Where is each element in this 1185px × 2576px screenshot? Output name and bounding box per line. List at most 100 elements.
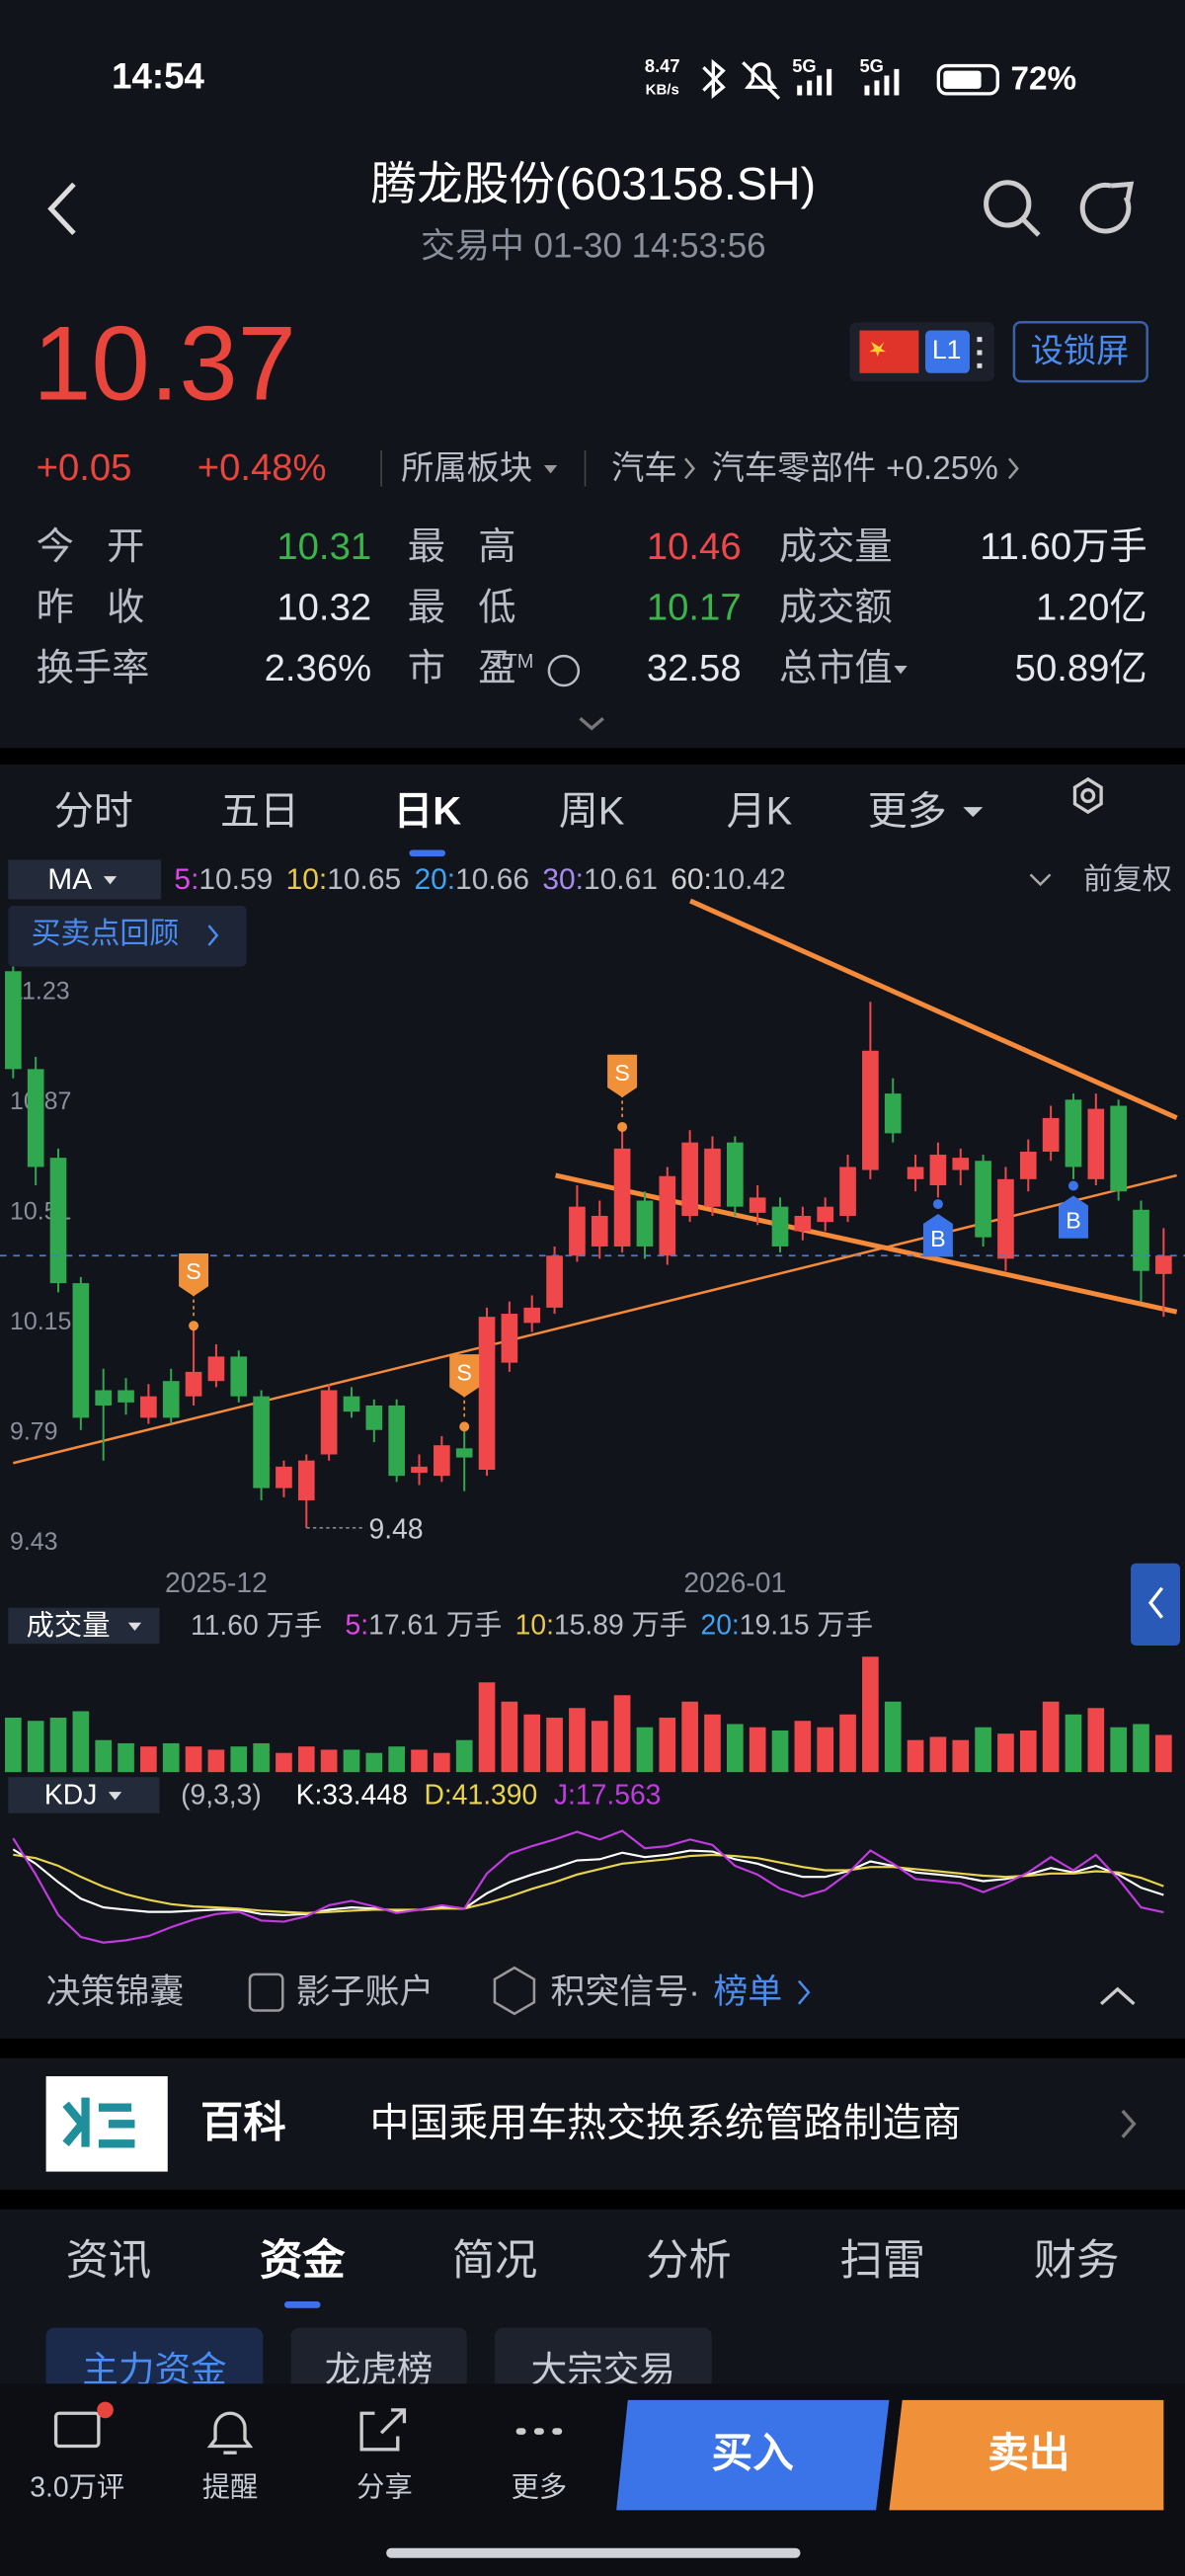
stat-value: 10.46 [647,525,742,568]
low-label: 9.48 [369,1513,424,1545]
dropdown-arrow [963,807,984,818]
action-label[interactable]: 提醒 [202,2470,259,2502]
dropdown-arrow [894,666,908,675]
sector-link[interactable]: 所属板块 [401,450,532,487]
battery-level [943,70,982,89]
stat-value: 10.32 [276,587,371,629]
tool-item[interactable]: 影子账户 [296,1972,434,2011]
candle-body [253,1396,270,1489]
sub-industry[interactable]: 汽车零部件 [712,450,876,487]
lock-button[interactable] [1012,320,1148,383]
back-button[interactable] [47,182,76,236]
tab-indicator [283,2301,321,2308]
marker-dot [932,1199,943,1210]
bottom-tab[interactable]: 资讯 [66,2237,152,2285]
sub-tab[interactable] [290,2327,467,2394]
volume-bar [501,1701,518,1773]
adjust-mode[interactable]: 前复权 [1083,863,1172,896]
mute-icon [742,61,781,101]
sell-button[interactable] [889,2399,1164,2511]
volume-bar [613,1695,631,1773]
sell-marker-label: S [456,1359,472,1385]
bottom-tab[interactable]: 分析 [646,2237,732,2285]
legend-item: 30:10.61 [542,863,658,896]
industry[interactable]: 汽车 [611,450,677,487]
expand-button[interactable] [579,717,604,731]
kdj-line [12,1848,1164,1917]
tool-item[interactable]: 决策锦囊 [46,1972,185,2011]
candle-body [794,1215,812,1232]
volume-bar [388,1746,405,1773]
stat-label: 最低 [408,587,549,629]
period-tab[interactable]: 周K [559,789,625,833]
candle-body [27,1069,44,1167]
volume-bar [704,1714,721,1773]
legend-name: 30: [542,863,584,896]
tab-indicator [409,849,446,857]
volume-bar [591,1721,608,1773]
review-label: 买卖点回顾 [32,918,180,950]
volume-bar [207,1749,225,1773]
stat-label: 换手率 [37,647,150,689]
trade-status: 交易中 01-30 14:53:56 [421,227,766,266]
candle-body [613,1148,631,1247]
candle-body [1087,1108,1105,1179]
collapse-button[interactable] [1099,1986,1136,2006]
period-tab[interactable]: 月K [727,789,793,833]
kdj-value: K:33.448 [296,1779,408,1811]
refresh-button[interactable] [1079,181,1135,234]
stat-value: 32.58 [647,647,742,689]
period-tab[interactable]: 更多 [868,789,947,833]
candle-body [569,1206,586,1256]
ma-selector[interactable] [8,859,162,900]
volume-bar [997,1733,1014,1773]
search-button[interactable] [984,180,1041,237]
volume-bar [884,1701,902,1773]
volume-bar [1087,1708,1105,1773]
baike-text[interactable]: 中国乘用车热交换系统管路制造商 [369,2102,961,2145]
legend-item: 5:10.59 [174,863,273,896]
buy-marker-label: B [1066,1207,1081,1233]
side-tab[interactable] [1131,1563,1180,1646]
bottom-tab[interactable]: 扫雷 [839,2237,925,2285]
action-label[interactable]: 3.0万评 [30,2470,124,2502]
volume-chart [5,1656,1172,1773]
volume-bar [523,1714,541,1773]
kdj-selector[interactable] [8,1777,160,1813]
stat-value: 2.36% [265,647,372,689]
marker-dot [617,1121,628,1132]
legend-name: 60: [671,863,712,896]
dropdown-arrow [103,876,118,885]
sub-tab[interactable] [494,2327,712,2394]
period-tab[interactable]: 日K [393,789,461,833]
tool-item[interactable]: 积突信号· [551,1972,700,2011]
candle-body [1110,1105,1127,1192]
ma-values: 5:10.59 10:10.65 20:10.66 30:10.61 60:10.42 [174,863,785,896]
volume-bar [1065,1714,1082,1773]
bottom-tab[interactable]: 简况 [452,2237,538,2285]
buy-marker [1058,1195,1088,1239]
sub-tab[interactable] [45,2327,264,2394]
legend-name: 20: [700,1609,739,1641]
buy-button[interactable] [616,2399,890,2511]
chevron [684,457,695,480]
legend-value: 15.89 万手 [554,1609,687,1641]
action-label[interactable]: 更多 [512,2470,568,2502]
volume-bar [276,1752,292,1773]
change: +0.05 [37,446,132,489]
candle-body [884,1093,902,1134]
kdj-params: (9,3,3) [181,1779,262,1811]
bottom-tab[interactable]: 资金 [260,2236,346,2285]
y-tick-label: 9.43 [10,1528,58,1556]
settings-button[interactable] [1072,776,1103,815]
kdj-value: D:41.390 [424,1779,537,1811]
review-button[interactable] [8,906,247,967]
candle-body [49,1158,67,1284]
period-tab[interactable]: 分时 [54,789,133,833]
action-label[interactable]: 分享 [356,2470,413,2502]
bottom-tab[interactable]: 财务 [1034,2237,1120,2285]
flag-star [869,342,887,358]
period-tab[interactable]: 五日 [220,789,299,833]
period-tabs: 分时 五日 日K 周K 月K 更多 [54,789,984,857]
tool-link[interactable]: 榜单 [713,1972,782,2011]
